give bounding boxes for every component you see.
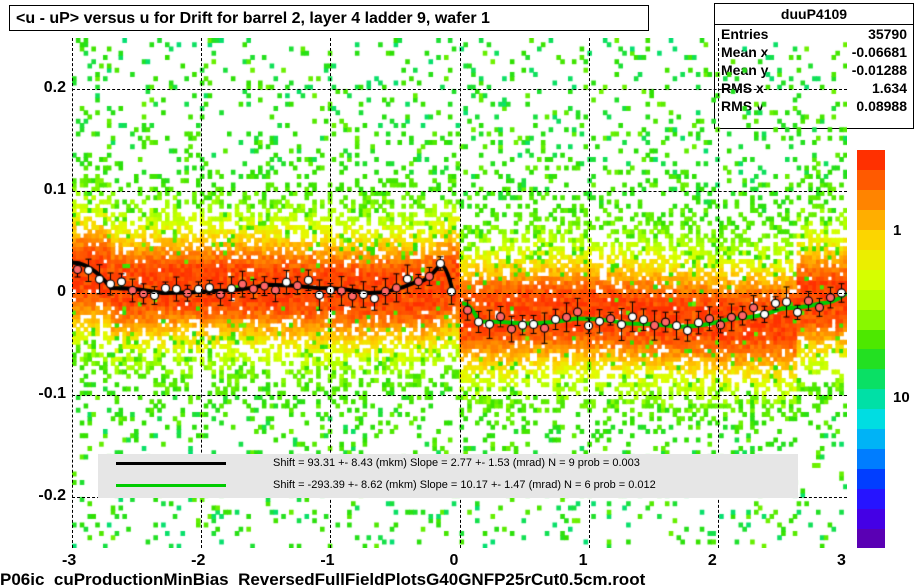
colorbar-seg bbox=[857, 409, 885, 429]
stats-name: duuP4109 bbox=[715, 4, 913, 25]
ytick-label: 0.2 bbox=[44, 79, 66, 97]
xtick-label: -1 bbox=[320, 552, 334, 570]
ytick-label: 0 bbox=[57, 283, 66, 301]
legend-text: Shift = -293.39 +- 8.62 (mkm) Slope = 10… bbox=[273, 479, 656, 491]
colorbar-tick-label: 1 bbox=[893, 222, 901, 239]
colorbar-seg bbox=[857, 369, 885, 389]
colorbar-seg bbox=[857, 429, 885, 449]
fit-legend: Shift = 93.31 +- 8.43 (mkm) Slope = 2.77… bbox=[98, 454, 798, 498]
xtick-label: -2 bbox=[191, 552, 205, 570]
xtick-label: 0 bbox=[450, 552, 459, 570]
grid-h bbox=[72, 293, 847, 294]
colorbar-seg bbox=[857, 349, 885, 369]
xtick-label: 2 bbox=[708, 552, 717, 570]
ytick-label: -0.2 bbox=[38, 487, 66, 505]
xtick-label: 3 bbox=[837, 552, 846, 570]
legend-text: Shift = 93.31 +- 8.43 (mkm) Slope = 2.77… bbox=[273, 457, 640, 469]
footer-filename: P06ic_cuProductionMinBias_ReversedFullFi… bbox=[0, 570, 645, 585]
colorbar-seg bbox=[857, 230, 885, 250]
grid-h bbox=[72, 191, 847, 192]
xtick-label: 1 bbox=[579, 552, 588, 570]
colorbar-seg bbox=[857, 170, 885, 190]
grid-h bbox=[72, 395, 847, 396]
plot-title: <u - uP> versus u for Drift for barrel 2… bbox=[9, 5, 649, 31]
xtick-label: -3 bbox=[62, 552, 76, 570]
colorbar-seg bbox=[857, 468, 885, 488]
plot-area: Shift = 93.31 +- 8.43 (mkm) Slope = 2.77… bbox=[72, 38, 847, 548]
colorbar-seg bbox=[857, 508, 885, 528]
ytick-label: 0.1 bbox=[44, 181, 66, 199]
colorbar-seg bbox=[857, 190, 885, 210]
colorbar-tick-label: 10 bbox=[893, 389, 910, 406]
root-plot-container: { "title": "<u - uP> versus u for Drift … bbox=[0, 0, 918, 585]
colorbar-seg bbox=[857, 488, 885, 508]
colorbar-seg bbox=[857, 269, 885, 289]
legend-swatch bbox=[116, 462, 226, 465]
ytick-label: -0.1 bbox=[38, 385, 66, 403]
colorbar-seg bbox=[857, 250, 885, 270]
grid-h bbox=[72, 89, 847, 90]
colorbar-seg bbox=[857, 289, 885, 309]
colorbar-seg bbox=[857, 528, 885, 548]
colorbar-seg bbox=[857, 449, 885, 469]
legend-swatch bbox=[116, 484, 226, 487]
colorbar bbox=[857, 150, 885, 548]
colorbar-seg bbox=[857, 210, 885, 230]
colorbar-seg bbox=[857, 329, 885, 349]
colorbar-seg bbox=[857, 309, 885, 329]
colorbar-seg bbox=[857, 150, 885, 170]
colorbar-seg bbox=[857, 389, 885, 409]
